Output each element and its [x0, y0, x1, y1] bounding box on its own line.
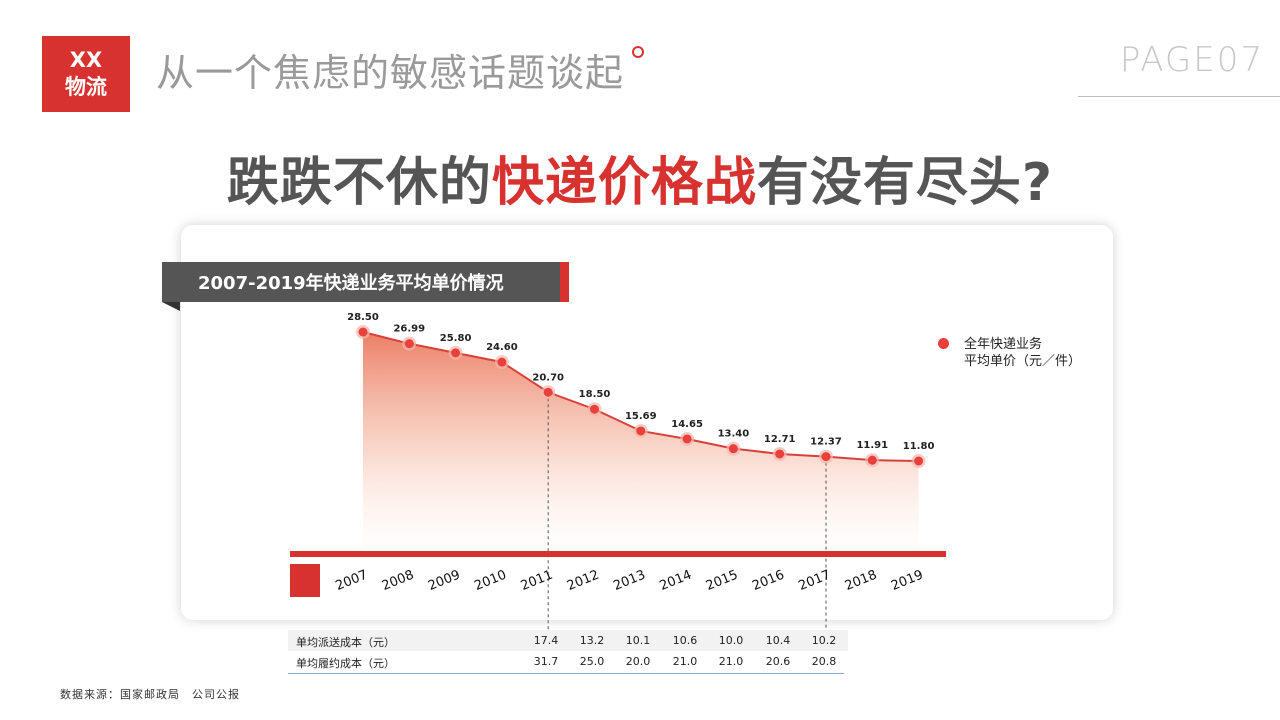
- data-point-2008: [404, 339, 414, 349]
- x-tick-2012: 2012: [565, 568, 601, 594]
- x-tick-labels: 2007 2008 2009 2010 2011 2012 2013 2014 2015 2016…: [334, 568, 926, 594]
- cost-table: 单均派送成本（元） 17.4 13.2 10.1 10.6 10.0 10.4 10.2 单均履…: [288, 630, 848, 672]
- x-tick-2009: 2009: [426, 568, 462, 594]
- chart-labels-group: 28.50 26.99 25.80 24.60 20.70 18.50 15.69 14.65…: [347, 312, 934, 452]
- x-tick-2010: 2010: [472, 568, 508, 594]
- price-area: [363, 332, 919, 551]
- chart-points-group: [356, 325, 926, 468]
- section-title-text: 从一个焦虑的敏感话题谈起: [156, 51, 625, 95]
- data-label-2018: 11.91: [856, 440, 888, 451]
- data-label-2011: 20.70: [532, 372, 564, 383]
- brand-logo-line1: XX: [69, 48, 103, 72]
- cost-cell: 13.2: [579, 634, 605, 647]
- headline-highlight: 快递价格战: [491, 153, 757, 213]
- cost-cell: 31.7: [533, 655, 559, 668]
- cost-cell: 25.0: [579, 655, 605, 668]
- data-point-2017: [821, 452, 831, 462]
- cost-cell: 21.0: [672, 655, 698, 668]
- cost-cell: 20.6: [765, 655, 791, 668]
- chart-title: 2007-2019年快递业务平均单价情况: [162, 262, 560, 302]
- x-tick-2016: 2016: [750, 568, 786, 594]
- data-label-2015: 13.40: [718, 429, 750, 440]
- cost-row-label: 单均履约成本（元）: [296, 657, 395, 670]
- legend-line1: 全年快递业务: [964, 337, 1043, 352]
- data-point-2013: [636, 426, 646, 436]
- x-tick-2013: 2013: [611, 568, 647, 594]
- cost-cell: 20.8: [811, 655, 837, 668]
- headline-part2: 有没有尽头?: [756, 153, 1054, 213]
- data-point-2012: [590, 404, 599, 414]
- cost-cell: 10.1: [625, 634, 651, 647]
- data-label-2016: 12.71: [764, 434, 796, 445]
- section-title: 从一个焦虑的敏感话题谈起: [156, 42, 645, 97]
- brand-logo: XX 物流: [42, 36, 130, 112]
- cost-cell: 17.4: [533, 634, 559, 647]
- cost-cell: 10.0: [718, 634, 744, 647]
- x-tick-2011: 2011: [519, 568, 555, 594]
- data-label-2012: 18.50: [579, 389, 611, 400]
- data-point-2010: [497, 357, 507, 367]
- cost-row: 单均派送成本（元） 17.4 13.2 10.1 10.6 10.0 10.4 10.2: [288, 630, 848, 651]
- data-point-2018: [867, 455, 877, 465]
- data-label-2013: 15.69: [625, 411, 657, 422]
- data-label-2007: 28.50: [347, 312, 379, 323]
- data-point-2019: [914, 456, 924, 466]
- data-label-2014: 14.65: [671, 419, 703, 430]
- x-tick-2017: 2017: [797, 568, 833, 594]
- data-label-2017: 12.37: [810, 437, 842, 448]
- x-tick-2014: 2014: [658, 568, 694, 594]
- data-label-2010: 24.60: [486, 342, 518, 353]
- data-label-2009: 25.80: [440, 333, 472, 344]
- cost-cell: 10.4: [765, 634, 791, 647]
- cost-cell: 10.6: [672, 634, 698, 647]
- brand-logo-line2: 物流: [65, 75, 107, 99]
- data-point-2016: [775, 449, 785, 459]
- chart-reference-lines: [547, 392, 827, 630]
- data-point-2009: [451, 348, 461, 358]
- cost-cell: 21.0: [718, 655, 744, 668]
- chart-title-accent: [560, 262, 569, 302]
- chart-title-fold: [162, 302, 180, 311]
- headline-part1: 跌跌不休的: [226, 153, 492, 213]
- x-tick-2008: 2008: [380, 568, 416, 594]
- data-label-2019: 11.80: [903, 441, 935, 452]
- data-label-2008: 26.99: [393, 324, 425, 335]
- legend-line2: 平均单价（元／件）: [964, 354, 1082, 369]
- chart-legend: 全年快递业务 平均单价（元／件）: [938, 336, 1081, 370]
- x-tick-2007: 2007: [334, 568, 370, 594]
- circle-mark-icon: [632, 46, 645, 58]
- page-number: PAGE07: [1119, 40, 1264, 80]
- data-source: 数据来源：国家邮政局 公司公报: [60, 688, 240, 701]
- x-axis-bar: [290, 551, 946, 557]
- page-headline: 跌跌不休的快递价格战有没有尽头?: [0, 140, 1280, 215]
- x-tick-2019: 2019: [889, 568, 925, 594]
- cost-row: 单均履约成本（元） 31.7 25.0 20.0 21.0 21.0 20.6 20.8: [288, 651, 848, 672]
- cost-cell: 20.0: [625, 655, 651, 668]
- data-point-2015: [728, 444, 738, 454]
- data-point-2014: [682, 434, 692, 444]
- cost-cell: 10.2: [811, 634, 837, 647]
- chart-area-group: [363, 332, 919, 551]
- data-point-2007: [358, 327, 368, 337]
- cost-table-rule: [288, 673, 844, 674]
- data-point-2011: [543, 387, 553, 397]
- x-tick-2018: 2018: [843, 568, 879, 594]
- legend-marker: [938, 338, 949, 349]
- cost-row-label: 单均派送成本（元）: [296, 636, 395, 649]
- x-tick-2015: 2015: [704, 568, 740, 594]
- header-divider: [1078, 96, 1280, 97]
- x-axis-marker: [290, 564, 320, 597]
